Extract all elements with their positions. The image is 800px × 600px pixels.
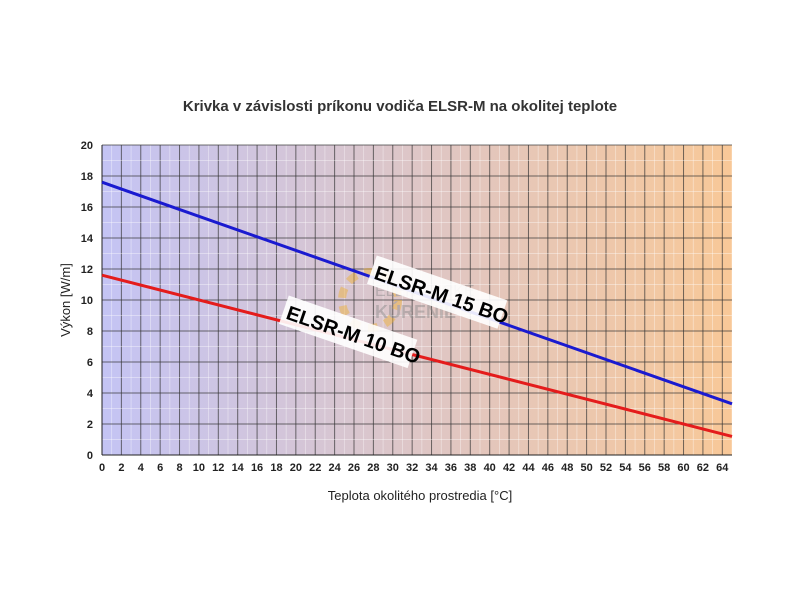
x-tick-label: 52 bbox=[600, 462, 612, 474]
y-tick-label: 20 bbox=[81, 140, 93, 152]
x-tick-label: 28 bbox=[367, 462, 379, 474]
x-tick-label: 30 bbox=[387, 462, 399, 474]
x-tick-label: 60 bbox=[677, 462, 689, 474]
x-tick-label: 18 bbox=[270, 462, 282, 474]
x-tick-label: 0 bbox=[99, 462, 105, 474]
x-tick-label: 4 bbox=[138, 462, 145, 474]
y-tick-label: 10 bbox=[81, 295, 93, 307]
x-tick-label: 64 bbox=[716, 462, 729, 474]
y-tick-label: 16 bbox=[81, 202, 93, 214]
y-tick-label: 14 bbox=[81, 233, 94, 245]
x-tick-label: 12 bbox=[212, 462, 224, 474]
x-tick-label: 26 bbox=[348, 462, 360, 474]
x-tick-label: 62 bbox=[697, 462, 709, 474]
x-tick-label: 24 bbox=[328, 462, 341, 474]
y-tick-label: 18 bbox=[81, 171, 93, 183]
x-tick-label: 46 bbox=[542, 462, 554, 474]
series-line-elsr-m-10-bo bbox=[101, 273, 733, 438]
x-tick-label: 6 bbox=[157, 462, 163, 474]
x-tick-label: 38 bbox=[464, 462, 476, 474]
x-tick-label: 56 bbox=[639, 462, 651, 474]
x-tick-label: 16 bbox=[251, 462, 263, 474]
x-tick-label: 36 bbox=[445, 462, 457, 474]
x-tick-label: 44 bbox=[522, 462, 535, 474]
grid bbox=[101, 144, 733, 456]
y-tick-label: 0 bbox=[87, 450, 93, 462]
x-tick-label: 42 bbox=[503, 462, 515, 474]
y-tick-label: 12 bbox=[81, 264, 93, 276]
x-tick-label: 20 bbox=[290, 462, 302, 474]
x-tick-label: 40 bbox=[484, 462, 496, 474]
y-tick-label: 6 bbox=[87, 357, 93, 369]
y-tick-label: 8 bbox=[87, 326, 93, 338]
x-tick-label: 8 bbox=[176, 462, 182, 474]
y-axis-label: Výkon [W/m] bbox=[58, 263, 73, 337]
x-tick-label: 54 bbox=[619, 462, 632, 474]
x-tick-label: 32 bbox=[406, 462, 418, 474]
x-tick-label: 34 bbox=[425, 462, 438, 474]
x-tick-label: 50 bbox=[580, 462, 592, 474]
y-tick-label: 4 bbox=[87, 388, 94, 400]
x-tick-label: 58 bbox=[658, 462, 670, 474]
chart-title: Krivka v závislosti príkonu vodiča ELSR-… bbox=[183, 98, 617, 115]
x-axis-label: Teplota okolitého prostredia [°C] bbox=[328, 488, 512, 503]
x-tick-label: 48 bbox=[561, 462, 573, 474]
y-tick-label: 2 bbox=[87, 419, 93, 431]
x-tick-label: 10 bbox=[193, 462, 205, 474]
x-tick-label: 2 bbox=[118, 462, 124, 474]
x-tick-label: 22 bbox=[309, 462, 321, 474]
x-tick-label: 14 bbox=[232, 462, 245, 474]
